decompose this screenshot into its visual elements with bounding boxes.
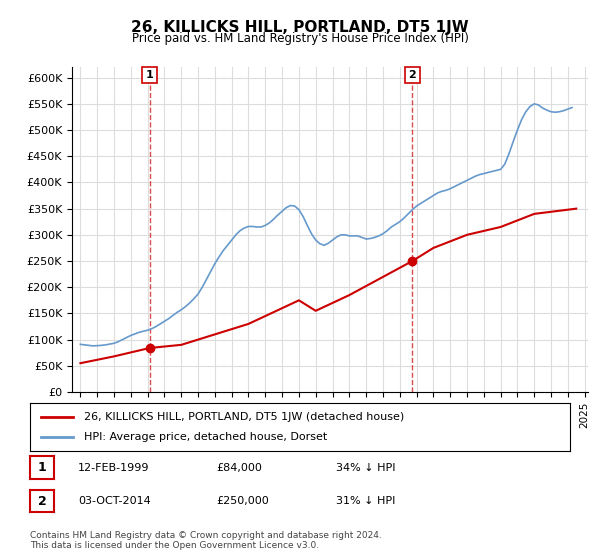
Text: 1: 1 — [38, 461, 46, 474]
Text: 12-FEB-1999: 12-FEB-1999 — [78, 463, 149, 473]
Text: £250,000: £250,000 — [216, 496, 269, 506]
Text: Contains HM Land Registry data © Crown copyright and database right 2024.
This d: Contains HM Land Registry data © Crown c… — [30, 530, 382, 550]
Text: 31% ↓ HPI: 31% ↓ HPI — [336, 496, 395, 506]
Text: Price paid vs. HM Land Registry's House Price Index (HPI): Price paid vs. HM Land Registry's House … — [131, 32, 469, 45]
Text: 1: 1 — [146, 70, 154, 80]
Text: HPI: Average price, detached house, Dorset: HPI: Average price, detached house, Dors… — [84, 432, 327, 442]
Text: £84,000: £84,000 — [216, 463, 262, 473]
Text: 26, KILLICKS HILL, PORTLAND, DT5 1JW (detached house): 26, KILLICKS HILL, PORTLAND, DT5 1JW (de… — [84, 412, 404, 422]
Text: 34% ↓ HPI: 34% ↓ HPI — [336, 463, 395, 473]
Text: 03-OCT-2014: 03-OCT-2014 — [78, 496, 151, 506]
Text: 2: 2 — [409, 70, 416, 80]
Text: 2: 2 — [38, 494, 46, 508]
Text: 26, KILLICKS HILL, PORTLAND, DT5 1JW: 26, KILLICKS HILL, PORTLAND, DT5 1JW — [131, 20, 469, 35]
